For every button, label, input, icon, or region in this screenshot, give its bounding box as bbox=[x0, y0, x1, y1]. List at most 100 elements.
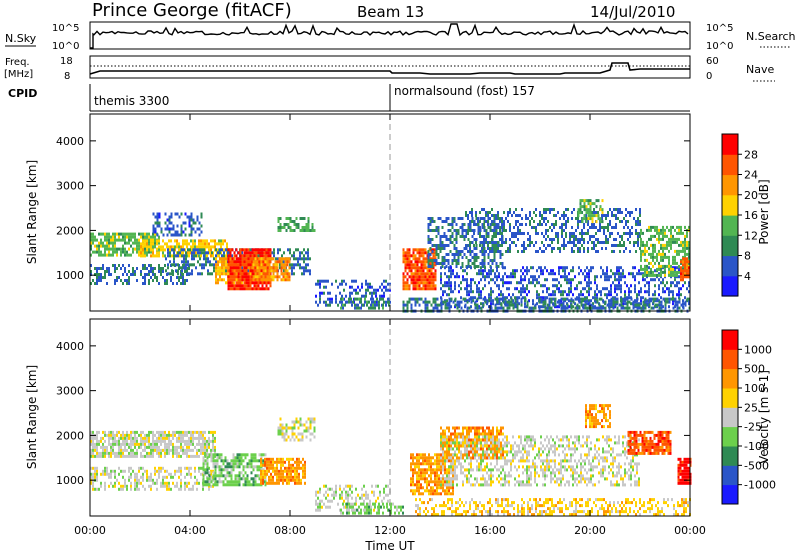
range-cell bbox=[572, 300, 575, 304]
range-cell bbox=[164, 221, 167, 225]
range-cell bbox=[339, 282, 341, 286]
range-cell bbox=[272, 278, 275, 282]
range-cell bbox=[670, 228, 672, 232]
range-cell bbox=[674, 305, 676, 309]
range-cell bbox=[422, 272, 425, 276]
range-cell bbox=[642, 252, 644, 256]
range-cell bbox=[124, 232, 126, 236]
range-cell bbox=[295, 257, 297, 261]
range-cell bbox=[524, 275, 526, 279]
range-cell bbox=[225, 272, 227, 276]
range-cell bbox=[571, 250, 573, 253]
range-cell bbox=[385, 300, 387, 304]
range-cell bbox=[144, 445, 146, 449]
range-cell bbox=[475, 265, 478, 268]
range-cell bbox=[604, 302, 606, 306]
range-cell bbox=[361, 285, 363, 289]
range-cell bbox=[442, 300, 445, 304]
range-cell bbox=[632, 266, 634, 270]
range-cell bbox=[658, 273, 660, 277]
range-cell bbox=[557, 247, 559, 250]
range-cell bbox=[150, 270, 152, 273]
range-cell bbox=[132, 469, 134, 473]
range-cell bbox=[639, 223, 641, 226]
range-cell bbox=[450, 269, 452, 273]
range-cell bbox=[373, 288, 375, 292]
range-cell bbox=[610, 269, 612, 273]
range-cell bbox=[158, 448, 160, 452]
range-cell bbox=[660, 303, 663, 307]
range-cell bbox=[162, 436, 164, 440]
range-cell bbox=[112, 442, 114, 446]
range-cell bbox=[204, 448, 206, 452]
range-cell bbox=[202, 468, 205, 472]
range-cell bbox=[634, 284, 636, 288]
range-cell bbox=[483, 208, 485, 211]
range-cell bbox=[438, 303, 441, 307]
range-cell bbox=[205, 260, 207, 264]
range-cell bbox=[466, 272, 468, 276]
range-cell bbox=[346, 300, 348, 304]
range-cell bbox=[106, 282, 108, 285]
range-cell bbox=[176, 224, 179, 228]
range-cell bbox=[418, 248, 421, 252]
range-cell bbox=[243, 248, 246, 252]
range-cell bbox=[184, 227, 187, 231]
range-cell bbox=[487, 262, 490, 265]
range-cell bbox=[265, 281, 268, 285]
range-cell bbox=[202, 474, 205, 478]
range-cell bbox=[451, 232, 454, 235]
range-cell bbox=[522, 266, 524, 270]
range-cell bbox=[544, 297, 547, 301]
range-cell bbox=[229, 263, 232, 267]
range-cell bbox=[688, 284, 690, 288]
range-cell bbox=[620, 290, 622, 294]
range-cell bbox=[461, 229, 464, 232]
range-cell bbox=[165, 269, 167, 273]
range-cell bbox=[183, 257, 185, 261]
range-cell bbox=[412, 287, 415, 291]
range-cell bbox=[166, 233, 169, 237]
range-cell bbox=[630, 297, 633, 301]
range-cell bbox=[404, 284, 407, 288]
range-cell bbox=[672, 273, 674, 277]
range-cell bbox=[144, 442, 146, 446]
range-cell bbox=[524, 302, 526, 306]
range-cell bbox=[212, 433, 214, 437]
range-cell bbox=[457, 229, 460, 232]
range-cell bbox=[585, 220, 588, 224]
range-cell bbox=[579, 232, 581, 235]
range-cell bbox=[668, 228, 670, 232]
range-cell bbox=[446, 293, 448, 297]
range-cell bbox=[648, 273, 650, 277]
range-cell bbox=[522, 272, 524, 276]
range-cell bbox=[476, 284, 478, 288]
range-cell bbox=[148, 245, 150, 249]
range-cell bbox=[646, 270, 648, 274]
range-cell bbox=[430, 272, 433, 276]
range-cell bbox=[140, 273, 142, 276]
range-cell bbox=[644, 249, 646, 253]
range-cell bbox=[654, 303, 657, 307]
range-cell bbox=[599, 229, 601, 232]
range-cell bbox=[646, 228, 648, 232]
range-cell bbox=[684, 257, 686, 261]
range-cell bbox=[477, 265, 480, 268]
range-cell bbox=[146, 454, 148, 458]
range-cell bbox=[198, 233, 201, 237]
range-cell bbox=[90, 253, 92, 257]
range-cell bbox=[551, 223, 553, 226]
range-cell bbox=[142, 442, 144, 446]
range-cell bbox=[576, 287, 578, 291]
range-cell bbox=[172, 451, 174, 455]
range-cell bbox=[499, 262, 502, 265]
range-cell bbox=[490, 287, 492, 291]
range-cell bbox=[136, 442, 138, 446]
range-cell bbox=[581, 199, 584, 203]
range-cell bbox=[96, 439, 98, 443]
range-cell bbox=[601, 247, 603, 250]
range-cell bbox=[279, 248, 281, 252]
range-cell bbox=[664, 270, 666, 274]
range-cell bbox=[130, 232, 132, 236]
range-cell bbox=[562, 266, 564, 270]
